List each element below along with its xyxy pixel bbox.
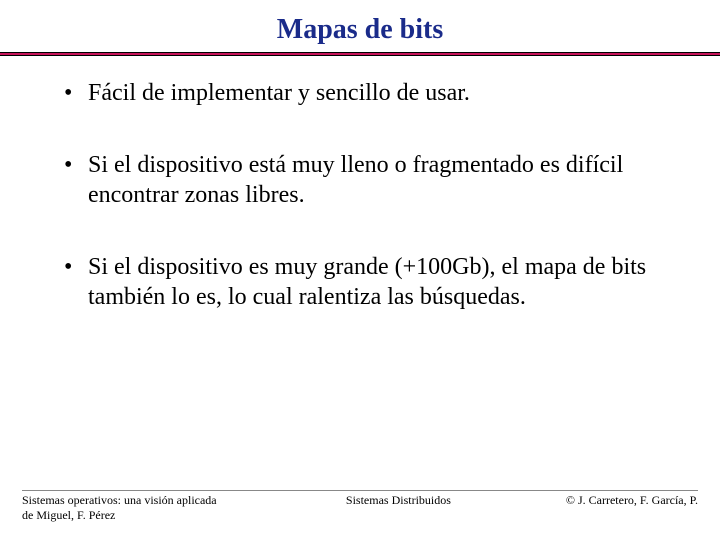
footer-right: © J. Carretero, F. García, P. bbox=[509, 493, 698, 522]
footer-left: Sistemas operativos: una visión aplicada… bbox=[22, 493, 306, 522]
footer-rule bbox=[22, 490, 698, 491]
footer-left-line1: Sistemas operativos: una visión aplicada bbox=[22, 493, 306, 507]
bullet-item: Si el dispositivo es muy grande (+100Gb)… bbox=[60, 252, 660, 312]
bullet-item: Fácil de implementar y sencillo de usar. bbox=[60, 78, 660, 108]
footer-row: Sistemas operativos: una visión aplicada… bbox=[22, 493, 698, 522]
slide: Mapas de bits Fácil de implementar y sen… bbox=[0, 0, 720, 540]
content-area: Fácil de implementar y sencillo de usar.… bbox=[0, 56, 720, 312]
footer-left-line2: de Miguel, F. Pérez bbox=[22, 508, 306, 522]
bullet-item: Si el dispositivo está muy lleno o fragm… bbox=[60, 150, 660, 210]
bullet-list: Fácil de implementar y sencillo de usar.… bbox=[60, 78, 660, 312]
title-area: Mapas de bits bbox=[0, 0, 720, 46]
slide-title: Mapas de bits bbox=[277, 14, 443, 46]
footer-center: Sistemas Distribuidos bbox=[306, 493, 509, 522]
footer: Sistemas operativos: una visión aplicada… bbox=[0, 490, 720, 522]
